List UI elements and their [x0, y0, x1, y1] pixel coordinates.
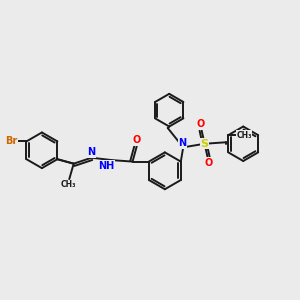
- Text: N: N: [87, 147, 95, 158]
- Text: CH₃: CH₃: [61, 180, 76, 189]
- Text: Br: Br: [5, 136, 17, 146]
- Text: O: O: [133, 135, 141, 145]
- Text: O: O: [204, 158, 212, 168]
- Text: S: S: [201, 139, 208, 149]
- Text: N: N: [178, 139, 187, 148]
- Text: NH: NH: [99, 161, 115, 171]
- Text: CH₃: CH₃: [236, 130, 252, 140]
- Text: O: O: [197, 119, 205, 129]
